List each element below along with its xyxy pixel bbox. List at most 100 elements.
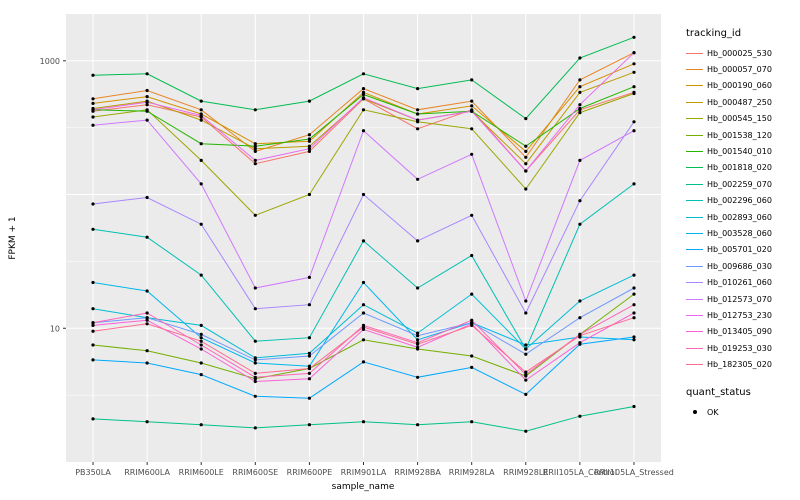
data-point bbox=[91, 73, 95, 77]
data-point bbox=[307, 377, 311, 381]
data-point bbox=[145, 88, 149, 93]
data-point bbox=[470, 323, 474, 327]
data-point bbox=[91, 280, 95, 285]
data-point bbox=[199, 118, 203, 122]
data-point bbox=[199, 336, 203, 340]
data-point bbox=[470, 365, 474, 369]
data-point bbox=[632, 311, 636, 315]
legend-item-Hb_000057_070: Hb_000057_070 bbox=[686, 61, 798, 77]
legend-item-label: Hb_001538_120 bbox=[707, 130, 772, 140]
data-point bbox=[416, 331, 420, 335]
data-point bbox=[307, 423, 311, 427]
data-point bbox=[253, 149, 257, 153]
data-point bbox=[524, 169, 528, 173]
legend-key-line-icon bbox=[686, 127, 703, 144]
data-point bbox=[470, 354, 474, 358]
legend-item-label: Hb_003528_060 bbox=[707, 228, 772, 238]
data-point bbox=[307, 364, 311, 368]
data-point bbox=[199, 99, 203, 103]
data-point bbox=[361, 108, 366, 112]
legend-key-line-icon bbox=[686, 77, 703, 94]
data-point bbox=[632, 404, 636, 409]
data-point bbox=[578, 158, 582, 162]
legend-item-label: Hb_010261_060 bbox=[707, 278, 772, 288]
data-point bbox=[416, 127, 420, 131]
legend-item-label: Hb_009686_030 bbox=[707, 261, 772, 271]
data-point bbox=[199, 361, 203, 365]
legend-item-Hb_002296_060: Hb_002296_060 bbox=[686, 193, 798, 209]
data-point bbox=[91, 101, 95, 105]
data-point bbox=[307, 396, 311, 400]
data-point bbox=[524, 343, 528, 347]
x-tick-label: RRIM600PE bbox=[287, 468, 333, 477]
data-point bbox=[91, 108, 95, 112]
data-point bbox=[253, 286, 257, 290]
data-point bbox=[145, 100, 149, 104]
legend-key-line-icon bbox=[686, 45, 703, 62]
legend-item-Hb_002893_060: Hb_002893_060 bbox=[686, 209, 798, 225]
data-point bbox=[199, 108, 203, 112]
data-point bbox=[145, 316, 149, 320]
data-point bbox=[632, 120, 636, 124]
data-point bbox=[253, 144, 257, 148]
data-point bbox=[253, 162, 257, 166]
legend-item-quant-OK: OK bbox=[686, 404, 798, 420]
data-point bbox=[253, 339, 257, 343]
data-point bbox=[524, 162, 528, 166]
data-point bbox=[145, 420, 149, 424]
data-point bbox=[578, 90, 582, 94]
data-point bbox=[416, 87, 420, 91]
data-point bbox=[416, 118, 420, 122]
data-point bbox=[307, 303, 311, 307]
data-point bbox=[524, 311, 528, 315]
data-point bbox=[470, 152, 474, 156]
data-point bbox=[253, 147, 257, 151]
data-point bbox=[307, 137, 311, 141]
data-point bbox=[416, 334, 420, 338]
data-point bbox=[632, 51, 636, 55]
legend-key-line-icon bbox=[686, 209, 703, 226]
x-axis-title: sample_name bbox=[332, 482, 395, 492]
data-point bbox=[416, 375, 420, 379]
data-point bbox=[199, 222, 203, 226]
legend-item-label: Hb_001818_020 bbox=[707, 163, 772, 173]
legend-item-Hb_001538_120: Hb_001538_120 bbox=[686, 127, 798, 143]
data-point bbox=[632, 316, 636, 320]
data-point bbox=[145, 103, 149, 107]
data-point bbox=[361, 92, 366, 97]
data-point bbox=[199, 423, 203, 427]
legend-key-line-icon bbox=[686, 291, 703, 308]
data-point bbox=[145, 322, 149, 326]
x-tick-label: RRIM901LA bbox=[341, 468, 387, 477]
data-point bbox=[470, 104, 474, 108]
legend-item-Hb_000025_530: Hb_000025_530 bbox=[686, 45, 798, 61]
data-point bbox=[145, 318, 149, 322]
data-point bbox=[307, 139, 311, 143]
data-point bbox=[307, 366, 311, 371]
data-point bbox=[91, 115, 95, 119]
legend-key-line-icon bbox=[686, 192, 703, 209]
data-point bbox=[307, 371, 311, 375]
data-point bbox=[307, 192, 311, 197]
data-point bbox=[578, 334, 582, 338]
data-point bbox=[253, 158, 257, 162]
legend-item-label: Hb_002296_060 bbox=[707, 196, 772, 206]
legend-item-Hb_002259_070: Hb_002259_070 bbox=[686, 176, 798, 192]
legend-item-label: Hb_182305_020 bbox=[707, 360, 772, 370]
data-point bbox=[91, 329, 95, 333]
legend-item-Hb_013405_090: Hb_013405_090 bbox=[686, 324, 798, 340]
data-point bbox=[470, 213, 474, 217]
legend-quant-items: OK bbox=[686, 404, 798, 420]
data-point bbox=[307, 147, 311, 151]
data-point bbox=[578, 222, 582, 226]
legend-item-label: Hb_001540_010 bbox=[707, 147, 772, 157]
data-point bbox=[91, 307, 95, 311]
y-tick-label: 1000 bbox=[40, 57, 60, 66]
legend-item-Hb_005701_020: Hb_005701_020 bbox=[686, 242, 798, 258]
legend: tracking_id Hb_000025_530 Hb_000057_070 Hb… bbox=[686, 28, 798, 420]
legend-key-line-icon bbox=[686, 307, 703, 324]
data-point bbox=[578, 78, 582, 82]
plot-area: 10 1000 PB350LA RRIM600LA RRIM600LE RRIM600SE… bbox=[8, 14, 674, 492]
data-point bbox=[307, 144, 311, 148]
legend-item-label: Hb_002893_060 bbox=[707, 212, 772, 222]
